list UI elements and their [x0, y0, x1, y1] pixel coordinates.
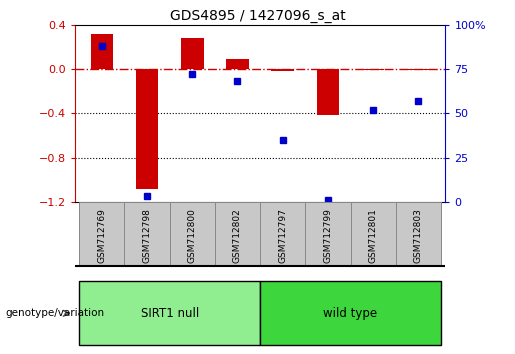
Bar [136, 69, 158, 189]
Text: GSM712797: GSM712797 [278, 208, 287, 263]
Bar [396, 202, 441, 267]
Text: SIRT1 null: SIRT1 null [141, 307, 199, 320]
Text: GSM712769: GSM712769 [97, 208, 106, 263]
Text: GSM712798: GSM712798 [143, 208, 151, 263]
Text: GSM712801: GSM712801 [369, 208, 377, 263]
Text: GSM712802: GSM712802 [233, 208, 242, 263]
Bar [271, 69, 294, 71]
Bar [125, 202, 169, 267]
Text: genotype/variation: genotype/variation [5, 308, 104, 318]
Bar [317, 69, 339, 115]
Text: GSM712800: GSM712800 [188, 208, 197, 263]
Bar [226, 59, 249, 69]
Bar [260, 281, 441, 345]
Bar [91, 34, 113, 69]
Text: GSM712799: GSM712799 [323, 208, 332, 263]
Bar [260, 202, 305, 267]
Bar [215, 202, 260, 267]
Bar [79, 202, 125, 267]
Bar [79, 281, 260, 345]
Text: wild type: wild type [323, 307, 377, 320]
Bar [407, 69, 430, 70]
Bar [169, 202, 215, 267]
Bar [181, 38, 203, 69]
Text: GSM712803: GSM712803 [414, 208, 423, 263]
Bar [351, 202, 396, 267]
Bar [362, 69, 384, 70]
Text: GDS4895 / 1427096_s_at: GDS4895 / 1427096_s_at [169, 9, 346, 23]
Bar [305, 202, 351, 267]
